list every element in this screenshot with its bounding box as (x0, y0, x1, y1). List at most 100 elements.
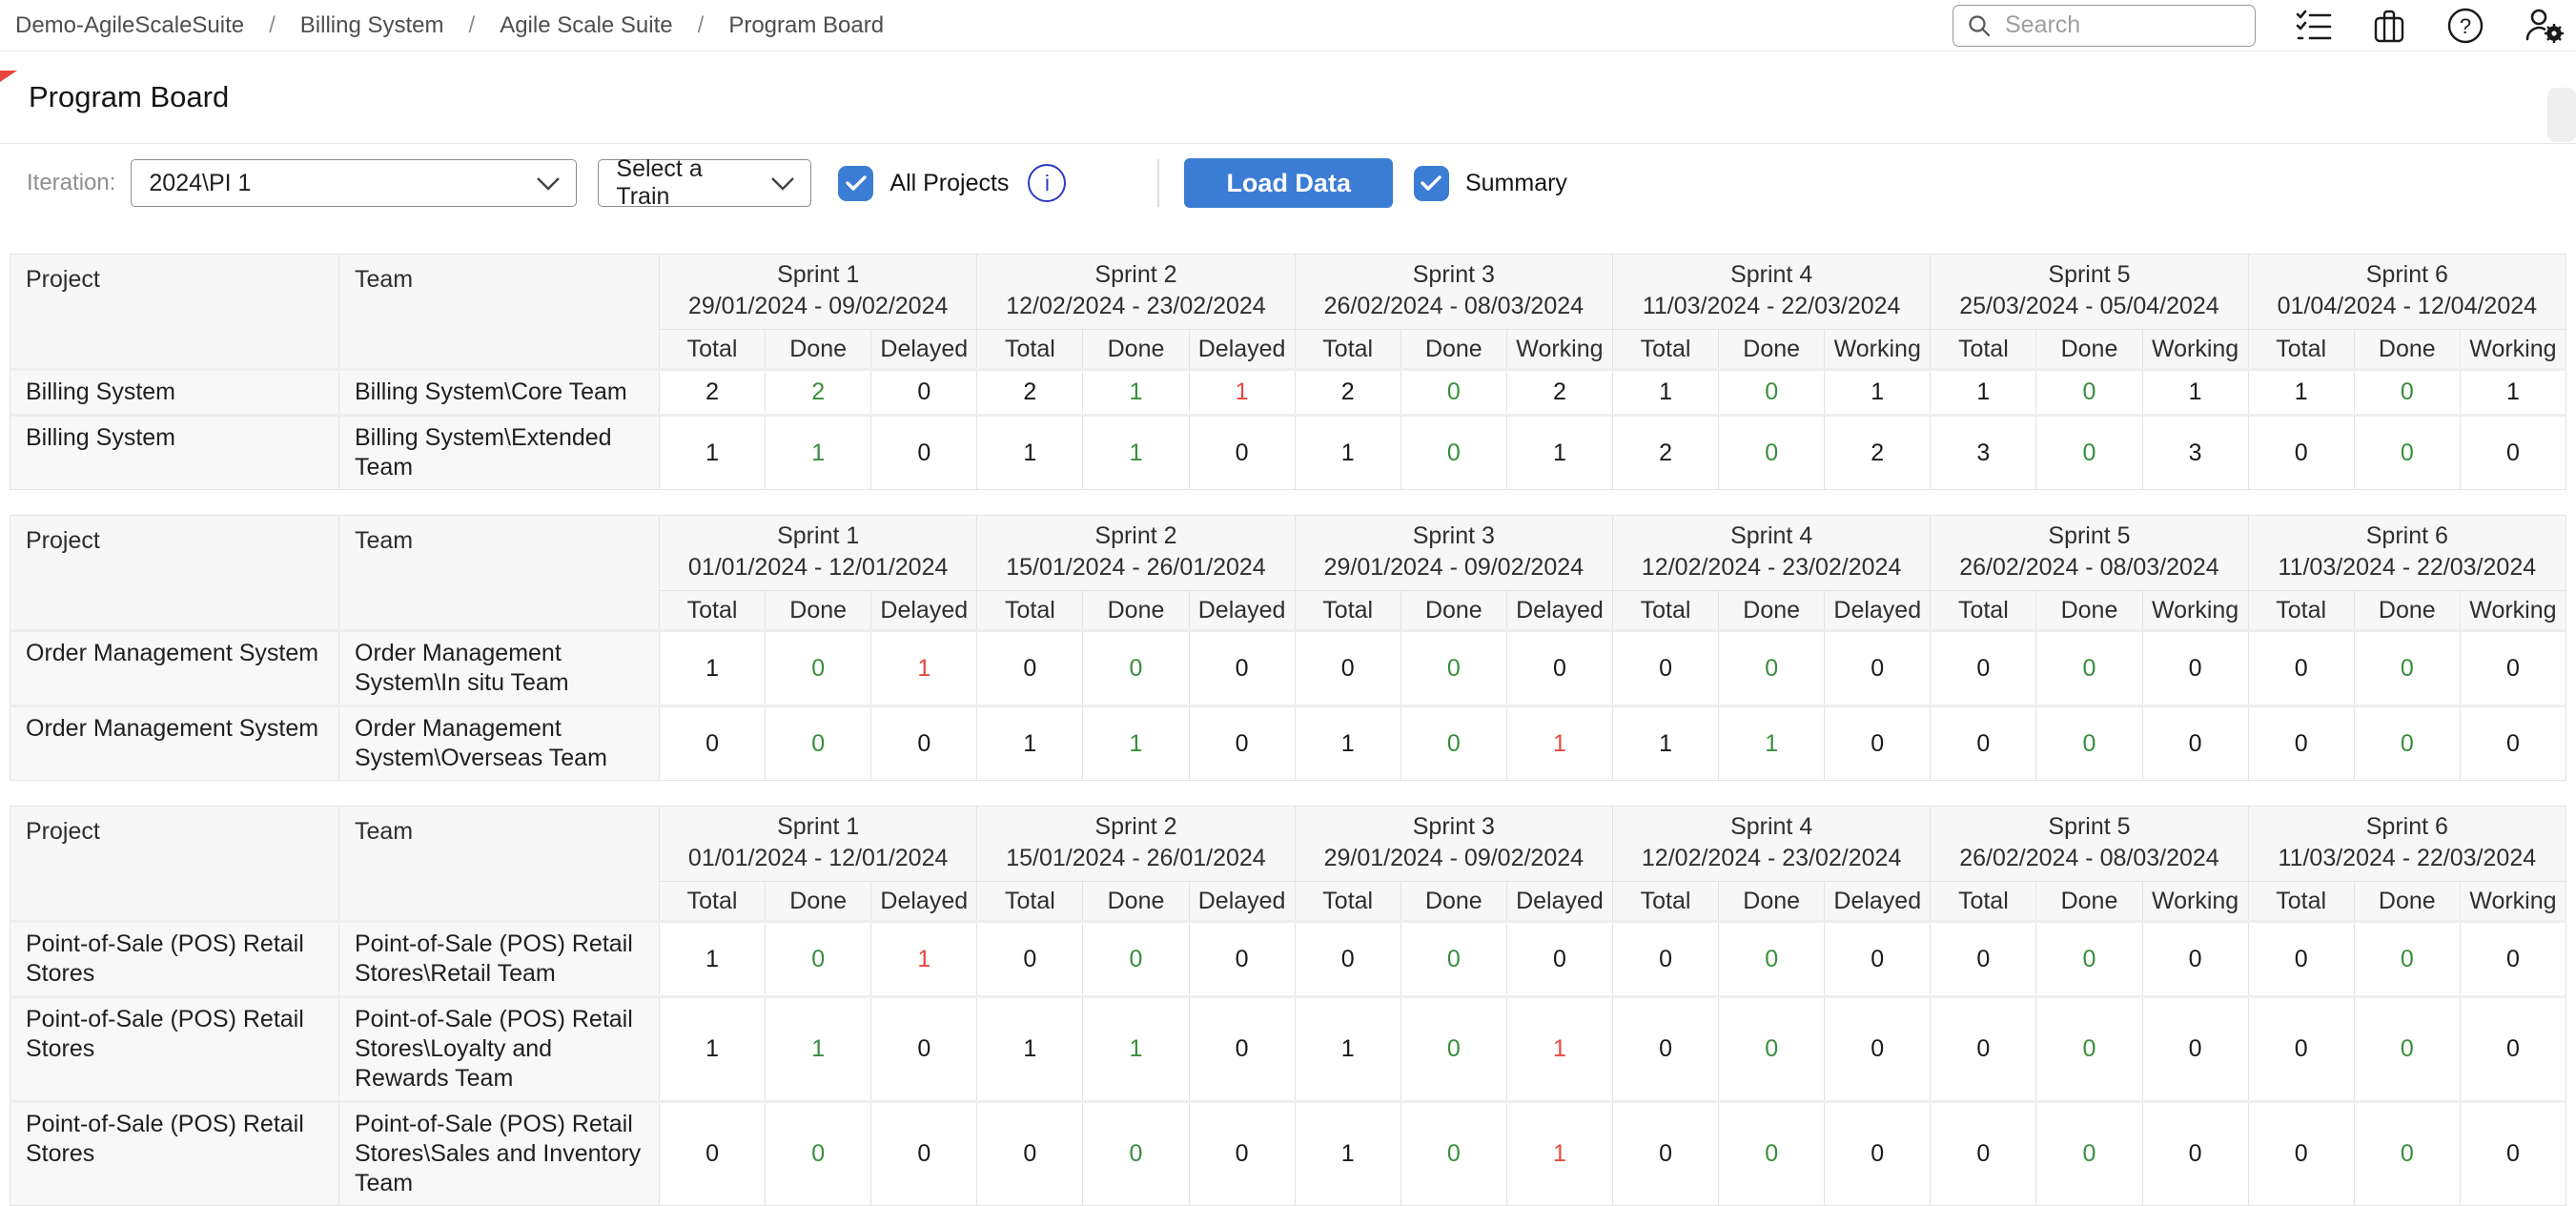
value-cell-total: 0 (1294, 629, 1401, 706)
value-cell-delayed: 0 (1188, 414, 1296, 490)
table-row: Billing System Billing System\Extended Te… (10, 414, 2567, 490)
breadcrumb-item-workspace[interactable]: Demo-AgileScaleSuite (15, 11, 245, 38)
subcolumn-header-total: Total (2247, 881, 2355, 922)
help-icon[interactable]: ? (2446, 7, 2484, 45)
value-cell-total: 0 (1611, 920, 1720, 997)
breadcrumb-item-board[interactable]: Program Board (728, 11, 885, 38)
sprint-group-header: Sprint 2 12/02/2024 - 23/02/2024 (976, 254, 1296, 330)
sprint-group-header: Sprint 4 12/02/2024 - 23/02/2024 (1611, 806, 1932, 882)
search-input[interactable] (2003, 10, 2241, 40)
value-cell-total: 0 (1930, 995, 2037, 1102)
team-cell: Billing System\Extended Team (338, 414, 660, 490)
value-cell-total: 1 (1611, 705, 1720, 781)
team-cell: Order Management System\In situ Team (338, 629, 660, 706)
subcolumn-header-done: Done (765, 329, 872, 370)
subcolumn-header-working: Working (2459, 329, 2567, 370)
summary-checkbox[interactable] (1413, 165, 1449, 201)
value-cell-total: 1 (658, 629, 767, 706)
program-board-table-billing: Project Team Sprint 1 29/01/2024 - 09/02/20… (10, 254, 2567, 490)
subcolumn-header-total: Total (658, 329, 767, 370)
user-settings-icon[interactable] (2525, 7, 2565, 45)
sprint-name: Sprint 1 (777, 261, 860, 288)
value-cell-delayed: 0 (1824, 995, 1932, 1102)
sprint-date-range: 29/01/2024 - 09/02/2024 (1323, 845, 1584, 871)
value-cell-total: 2 (1294, 368, 1401, 416)
value-cell-done: 0 (1400, 920, 1507, 997)
train-select[interactable]: Select a Train (598, 155, 812, 210)
breadcrumb-separator: / (269, 11, 276, 38)
sprint-group-header: Sprint 3 26/02/2024 - 08/03/2024 (1294, 254, 1613, 330)
sprint-group-header: Sprint 6 01/04/2024 - 12/04/2024 (2247, 254, 2567, 330)
value-cell-working: 3 (2141, 414, 2249, 490)
project-cell: Billing System (10, 414, 339, 490)
iteration-select[interactable]: 2024\PI 1 (131, 159, 578, 207)
iteration-selected-value: 2024\PI 1 (149, 169, 252, 196)
sprint-name: Sprint 6 (2365, 813, 2448, 840)
subcolumn-header-delayed: Delayed (1505, 590, 1613, 631)
all-projects-checkbox[interactable] (838, 165, 874, 201)
subcolumn-header-delayed: Delayed (870, 329, 978, 370)
breadcrumb-separator: / (468, 11, 476, 38)
program-board-table-pos-retail: Project Team Sprint 1 01/01/2024 - 12/01/20… (10, 806, 2567, 1206)
value-cell-total: 1 (1294, 705, 1401, 781)
value-cell-total: 1 (658, 414, 767, 490)
project-column-header: Project (10, 254, 339, 370)
subcolumn-header-total: Total (1611, 881, 1720, 922)
value-cell-done: 0 (2353, 629, 2461, 706)
value-cell-delayed: 0 (1188, 920, 1296, 997)
sprint-name: Sprint 4 (1730, 522, 1813, 549)
value-cell-working: 2 (1505, 368, 1613, 416)
info-icon[interactable]: i (1028, 164, 1067, 202)
value-cell-done: 0 (2035, 1100, 2143, 1206)
value-cell-working: 2 (1824, 414, 1932, 490)
value-cell-done: 1 (1082, 705, 1190, 781)
value-cell-delayed: 0 (870, 995, 978, 1102)
value-cell-total: 1 (2247, 368, 2355, 416)
subcolumn-header-done: Done (1400, 590, 1507, 631)
team-cell: Point-of-Sale (POS) Retail Stores\Loyalt… (338, 995, 660, 1102)
breadcrumb-item-suite[interactable]: Agile Scale Suite (500, 11, 673, 38)
global-search[interactable] (1952, 4, 2256, 47)
briefcase-icon[interactable] (2372, 8, 2406, 44)
table-row: Point-of-Sale (POS) Retail Stores Point-o… (10, 1100, 2567, 1206)
top-bar: Demo-AgileScaleSuite / Billing System / … (0, 0, 2576, 51)
checklist-icon[interactable] (2296, 10, 2332, 42)
program-board-table-order-management: Project Team Sprint 1 01/01/2024 - 12/01/20… (10, 515, 2567, 781)
value-cell-done: 0 (765, 705, 872, 781)
sprint-date-range: 01/01/2024 - 12/01/2024 (687, 554, 949, 581)
chevron-down-icon (770, 170, 795, 197)
value-cell-total: 0 (976, 629, 1084, 706)
value-cell-done: 0 (2035, 920, 2143, 997)
value-cell-done: 0 (2353, 368, 2461, 416)
subcolumn-header-delayed: Delayed (1824, 590, 1932, 631)
value-cell-delayed: 0 (870, 414, 978, 490)
team-cell: Order Management System\Overseas Team (338, 705, 660, 781)
subcolumn-header-total: Total (2247, 329, 2355, 370)
value-cell-done: 0 (1082, 1100, 1190, 1206)
sprint-group-header: Sprint 5 25/03/2024 - 05/04/2024 (1930, 254, 2249, 330)
subcolumn-header-done: Done (2353, 590, 2461, 631)
load-data-button[interactable]: Load Data (1184, 158, 1393, 208)
value-cell-done: 1 (1082, 995, 1190, 1102)
sprint-group-header: Sprint 5 26/02/2024 - 08/03/2024 (1930, 806, 2249, 882)
value-cell-working: 1 (2459, 368, 2567, 416)
value-cell-working: 0 (2141, 920, 2249, 997)
subcolumn-header-row: Total Done Delayed Total Done Delayed Total Don… (10, 590, 2567, 631)
value-cell-total: 1 (658, 920, 767, 997)
table-header: Project Team Sprint 1 29/01/2024 - 09/02/20… (10, 254, 2567, 370)
sprint-date-range: 26/02/2024 - 08/03/2024 (1959, 845, 2219, 871)
scrollbar-thumb[interactable] (2547, 88, 2576, 142)
subcolumn-header-working: Working (2459, 590, 2567, 631)
value-cell-delayed: 0 (1824, 920, 1932, 997)
subcolumn-header-done: Done (765, 590, 872, 631)
team-cell: Point-of-Sale (POS) Retail Stores\Sales … (338, 1100, 660, 1206)
value-cell-working: 0 (2459, 995, 2567, 1102)
value-cell-total: 2 (1611, 414, 1720, 490)
value-cell-working: 0 (2459, 705, 2567, 781)
breadcrumb-item-project[interactable]: Billing System (299, 11, 444, 38)
value-cell-delayed: 0 (1824, 1100, 1932, 1206)
value-cell-total: 0 (1611, 1100, 1720, 1206)
subcolumn-header-done: Done (1718, 590, 1826, 631)
value-cell-delayed: 0 (1824, 629, 1932, 706)
value-cell-done: 0 (1718, 995, 1826, 1102)
